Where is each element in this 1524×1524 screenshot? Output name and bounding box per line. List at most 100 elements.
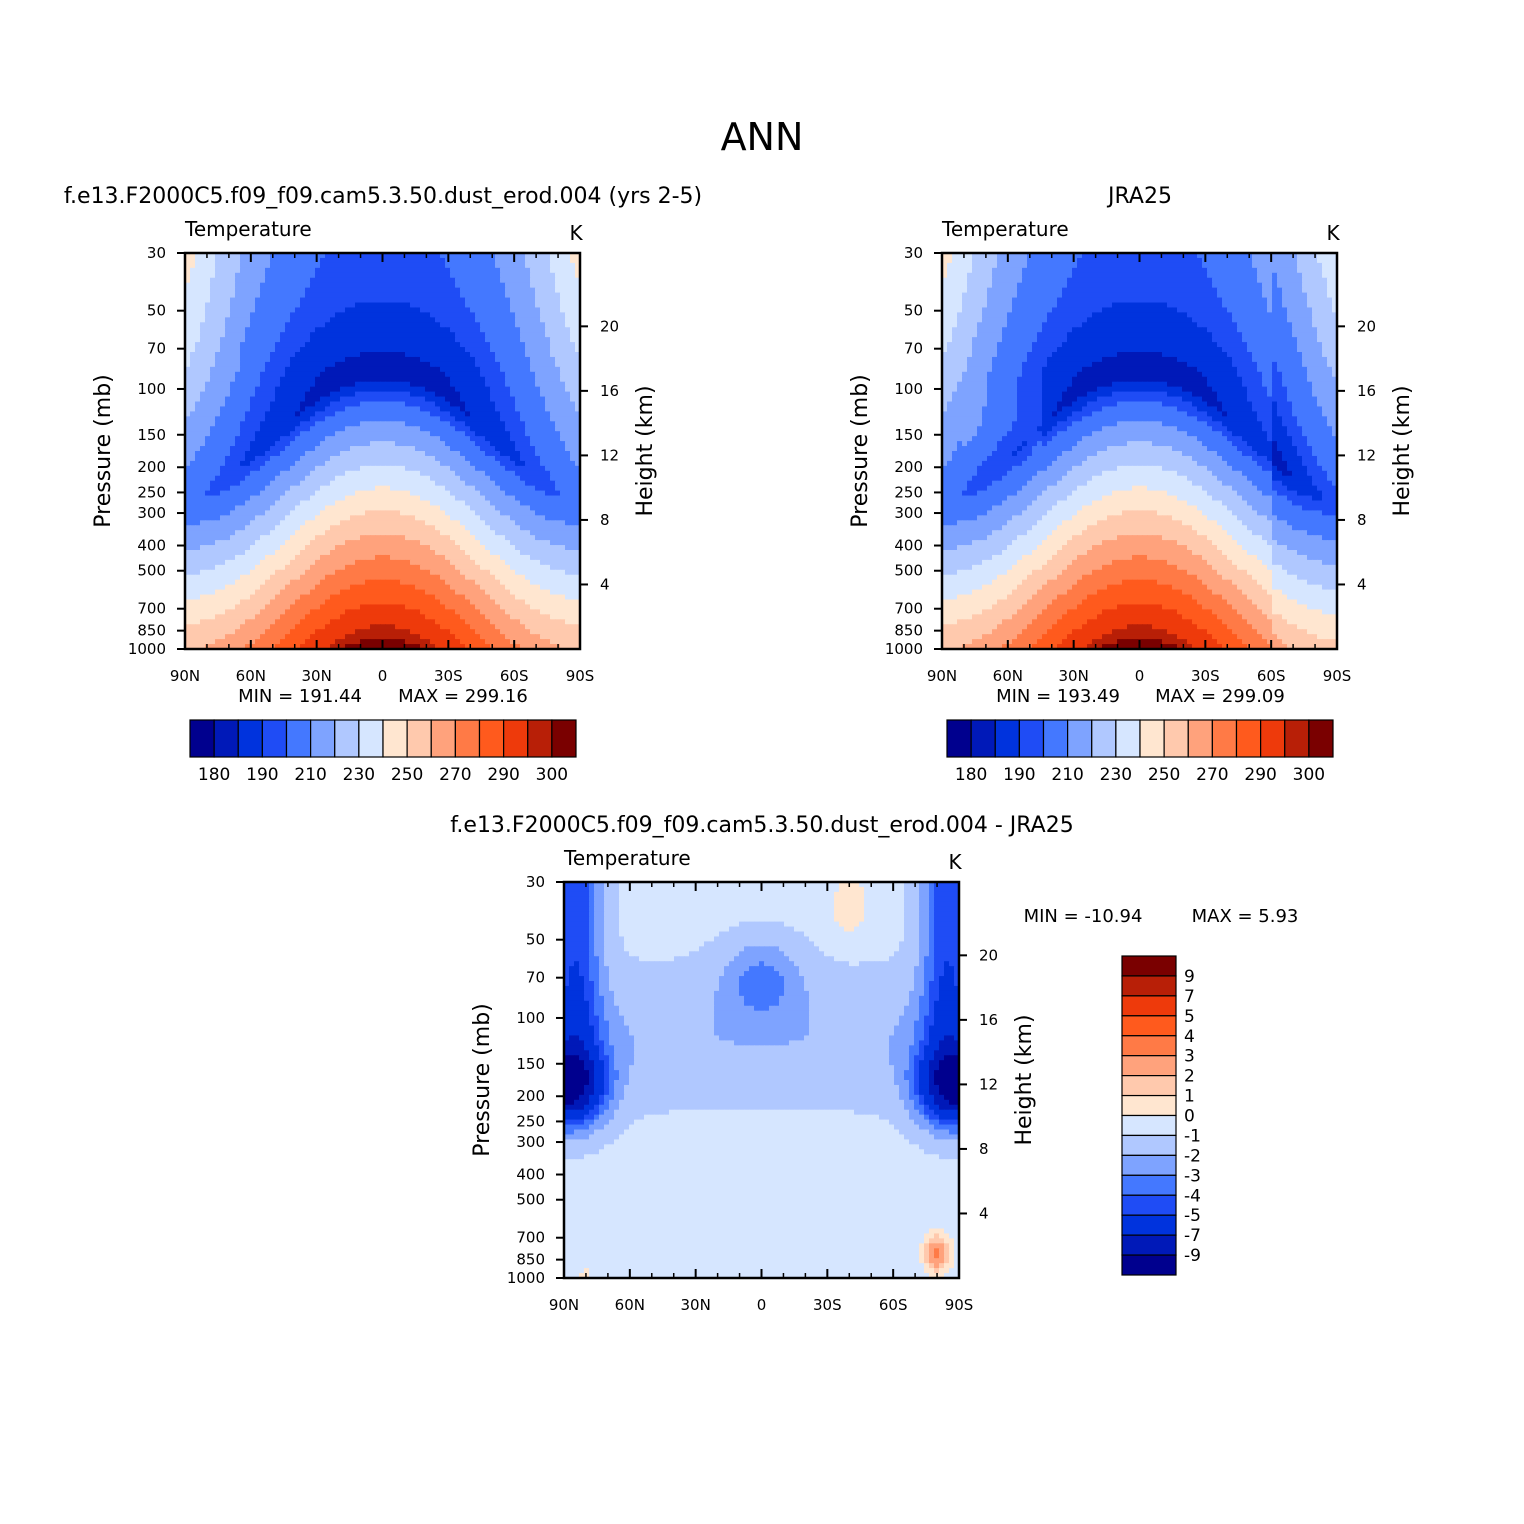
contour-cell [575,465,580,472]
contour-cell [400,535,406,541]
contour-cell [460,337,466,343]
contour-cell [470,401,476,408]
contour-cell [450,530,456,536]
contour-cell [565,515,571,521]
contour-cell [515,277,521,284]
contour-cell [320,366,326,373]
contour-cell [395,470,401,477]
contour-cell [285,431,291,437]
contour-cell [455,272,461,279]
contour-cell [540,257,546,264]
contour-cell [425,411,431,417]
contour-cell [505,312,511,318]
contour-cell [405,416,411,422]
contour-cell [285,332,291,338]
contour-cell [240,396,246,403]
contour-cell [370,525,376,531]
contour-cell [315,356,321,363]
contour-cell [360,554,366,561]
contour-cell [375,470,381,477]
contour-cell [440,297,446,304]
contour-cell [350,253,356,259]
contour-cell [260,406,266,412]
contour-cell [325,510,331,516]
contour-cell [220,421,226,427]
contour-cell [430,490,436,497]
contour-cell [185,535,191,541]
contour-cell [360,550,366,556]
contour-cell [265,470,271,477]
contour-cell [480,356,486,363]
contour-cell [320,262,326,269]
contour-cell [285,510,291,516]
contour-cell [225,535,231,541]
contour-cell [220,352,226,358]
contour-cell [235,381,241,388]
contour-cell [270,272,276,279]
contour-cell [400,396,406,403]
contour-cell [355,460,361,467]
contour-cell [345,257,351,264]
contour-cell [330,322,336,328]
contour-cell [470,431,476,437]
contour-cell [335,371,341,378]
contour-cell [195,391,201,398]
contour-cell [455,257,461,264]
contour-cell [335,317,341,323]
contour-cell [410,361,416,368]
contour-cell [490,386,496,393]
contour-cell [355,485,361,492]
contour-cell [215,554,221,561]
contour-cell [565,510,571,516]
contour-cell [465,381,471,388]
contour-cell [435,525,441,531]
contour-cell [470,287,476,294]
contour-cell [220,416,226,422]
contour-cell [355,416,361,422]
contour-cell [380,406,386,412]
contour-cell [370,257,376,264]
contour-cell [435,257,441,264]
contour-cell [500,277,506,284]
contour-cell [380,535,386,541]
contour-cell [215,545,221,551]
contour-cell [495,436,501,442]
contour-cell [390,366,396,373]
contour-cell [475,272,481,279]
contour-cell [365,505,371,511]
contour-cell [345,540,351,546]
contour-cell [465,342,471,348]
contour-cell [210,535,216,541]
contour-cell [285,416,291,422]
contour-cell [570,520,576,526]
contour-cell [535,262,541,269]
contour-cell [290,342,296,348]
contour-cell [250,465,256,472]
contour-cell [260,470,266,477]
contour-cell [290,297,296,304]
contour-cell [395,332,401,338]
contour-cell [295,510,301,516]
contour-cell [485,520,491,526]
contour-cell [315,455,321,462]
contour-cell [355,317,361,323]
contour-cell [425,465,431,472]
contour-cell [215,406,221,412]
contour-cell [260,267,266,274]
contour-cell [430,337,436,343]
contour-cell [510,332,516,338]
contour-cell [365,441,371,447]
contour-cell [390,376,396,383]
contour-cell [540,337,546,343]
contour-cell [305,525,311,531]
contour-cell [405,253,411,259]
contour-cell [415,287,421,294]
contour-cell [410,272,416,279]
contour-cell [205,376,211,383]
contour-cell [445,431,451,437]
contour-cell [220,441,226,447]
contour-cell [320,352,326,358]
contour-cell [375,550,381,556]
contour-cell [470,520,476,526]
contour-cell [270,475,276,482]
